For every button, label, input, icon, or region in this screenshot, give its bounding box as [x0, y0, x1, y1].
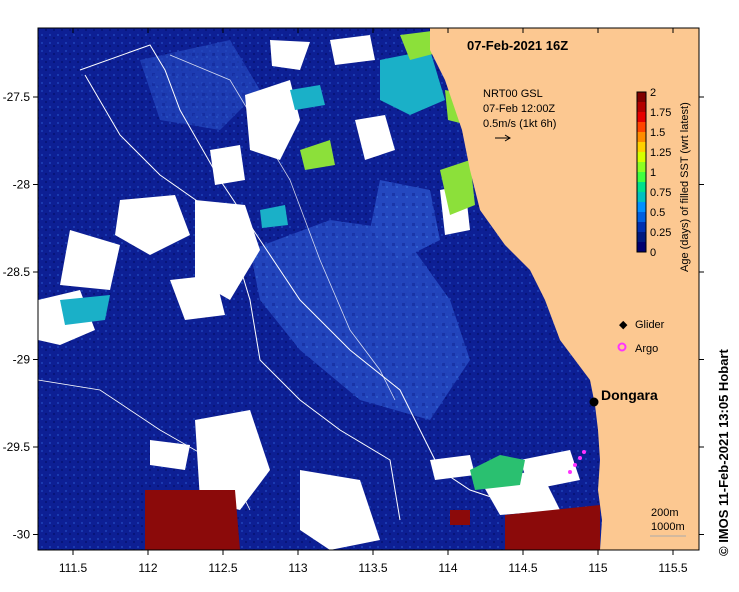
colorbar-swatch [637, 222, 646, 233]
x-tick-label: 114 [438, 561, 457, 575]
map-title: 07-Feb-2021 16Z [467, 38, 568, 53]
colorbar-swatch [637, 172, 646, 183]
y-tick-label: -29 [13, 353, 31, 367]
colorbar-swatch [637, 242, 646, 253]
legend-glider-marker: ◆ [619, 319, 628, 331]
y-tick-label: -28.5 [3, 265, 31, 279]
colorbar-swatch [637, 142, 646, 153]
contour-200m [79, 44, 501, 501]
current-scale-arrow [495, 134, 511, 142]
y-tick-label: -29.5 [3, 440, 31, 454]
colorbar-tick-label: 1 [650, 167, 656, 179]
colorbar-tick-label: 1.5 [650, 127, 665, 139]
colorbar-swatch [637, 152, 646, 163]
contour-legend-1000m: 1000m [651, 521, 685, 533]
colorbar-tick-label: 2 [650, 87, 656, 99]
colorbar-tick-label: 1.25 [650, 147, 671, 159]
colorbar-swatch [637, 92, 646, 103]
colorbar-tick-label: 0.5 [650, 207, 665, 219]
x-tick-label: 112 [138, 561, 157, 575]
sst-patch-nw [140, 40, 260, 130]
x-tick-label: 113.5 [358, 561, 387, 575]
x-tick-label: 115 [588, 561, 607, 575]
contour-legend-200m: 200m [651, 507, 679, 519]
contour-south [38, 379, 251, 511]
colorbar-swatch [637, 192, 646, 203]
sst-warm-patch [250, 220, 470, 420]
colorbar-swatch [637, 102, 646, 113]
map-frame [37, 27, 700, 551]
colorbar: 2 1.75 1.5 1.25 1 0.75 0.5 0.25 0 [636, 87, 671, 259]
x-tick-label: 114.5 [508, 561, 537, 575]
current-label-scale: 0.5m/s (1kt 6h) [483, 118, 556, 130]
glider-positions[interactable] [568, 450, 586, 474]
colorbar-swatch [637, 212, 646, 223]
x-tick-label: 115.5 [658, 561, 687, 575]
colorbar-tick-label: 0 [650, 247, 656, 259]
colorbar-swatch [637, 122, 646, 133]
colorbar-swatch [637, 182, 646, 193]
no-data-areas [38, 35, 580, 550]
legend-glider-label: Glider [635, 319, 665, 331]
land-western-australia [430, 28, 699, 550]
x-tick-label: 111.5 [59, 561, 88, 575]
colorbar-swatch [637, 112, 646, 123]
map-area[interactable] [38, 28, 699, 550]
current-label-time: 07-Feb 12:00Z [483, 103, 555, 115]
place-label-dongara: Dongara [601, 387, 658, 403]
legend-argo-marker [617, 342, 627, 352]
colorbar-border [636, 91, 647, 253]
contour-mid [169, 54, 396, 401]
colorbar-swatch [637, 202, 646, 213]
y-axis: -27.5 -28 -28.5 -29 -29.5 -30 [3, 90, 704, 542]
sst-patch-north [370, 180, 440, 260]
credit-text: © IMOS 11-Feb-2021 13:05 Hobart [716, 349, 731, 556]
colorbar-tick-label: 1.75 [650, 107, 671, 119]
dongara-marker[interactable] [589, 397, 599, 407]
y-tick-label: -30 [13, 528, 31, 542]
colorbar-swatch [637, 132, 646, 143]
sst-young-data [60, 50, 445, 325]
sst-old-data [145, 490, 600, 550]
y-tick-label: -27.5 [3, 90, 31, 104]
colorbar-tick-label: 0.75 [650, 187, 671, 199]
colorbar-title: Age (days) of filled SST (wrt latest) [679, 102, 691, 272]
contour-1000m [84, 74, 401, 521]
colorbar-swatch [637, 232, 646, 243]
colorbar-swatch [637, 162, 646, 173]
current-label-model: NRT00 GSL [483, 88, 543, 100]
x-tick-label: 113 [288, 561, 307, 575]
sst-green-patch-south [470, 455, 525, 490]
x-tick-label: 112.5 [208, 561, 237, 575]
colorbar-tick-label: 0.25 [650, 227, 671, 239]
x-axis: 111.5 112 112.5 113 113.5 114 114.5 115 115.5 [59, 28, 688, 575]
legend-argo-label: Argo [635, 343, 658, 355]
y-tick-label: -28 [13, 178, 31, 192]
